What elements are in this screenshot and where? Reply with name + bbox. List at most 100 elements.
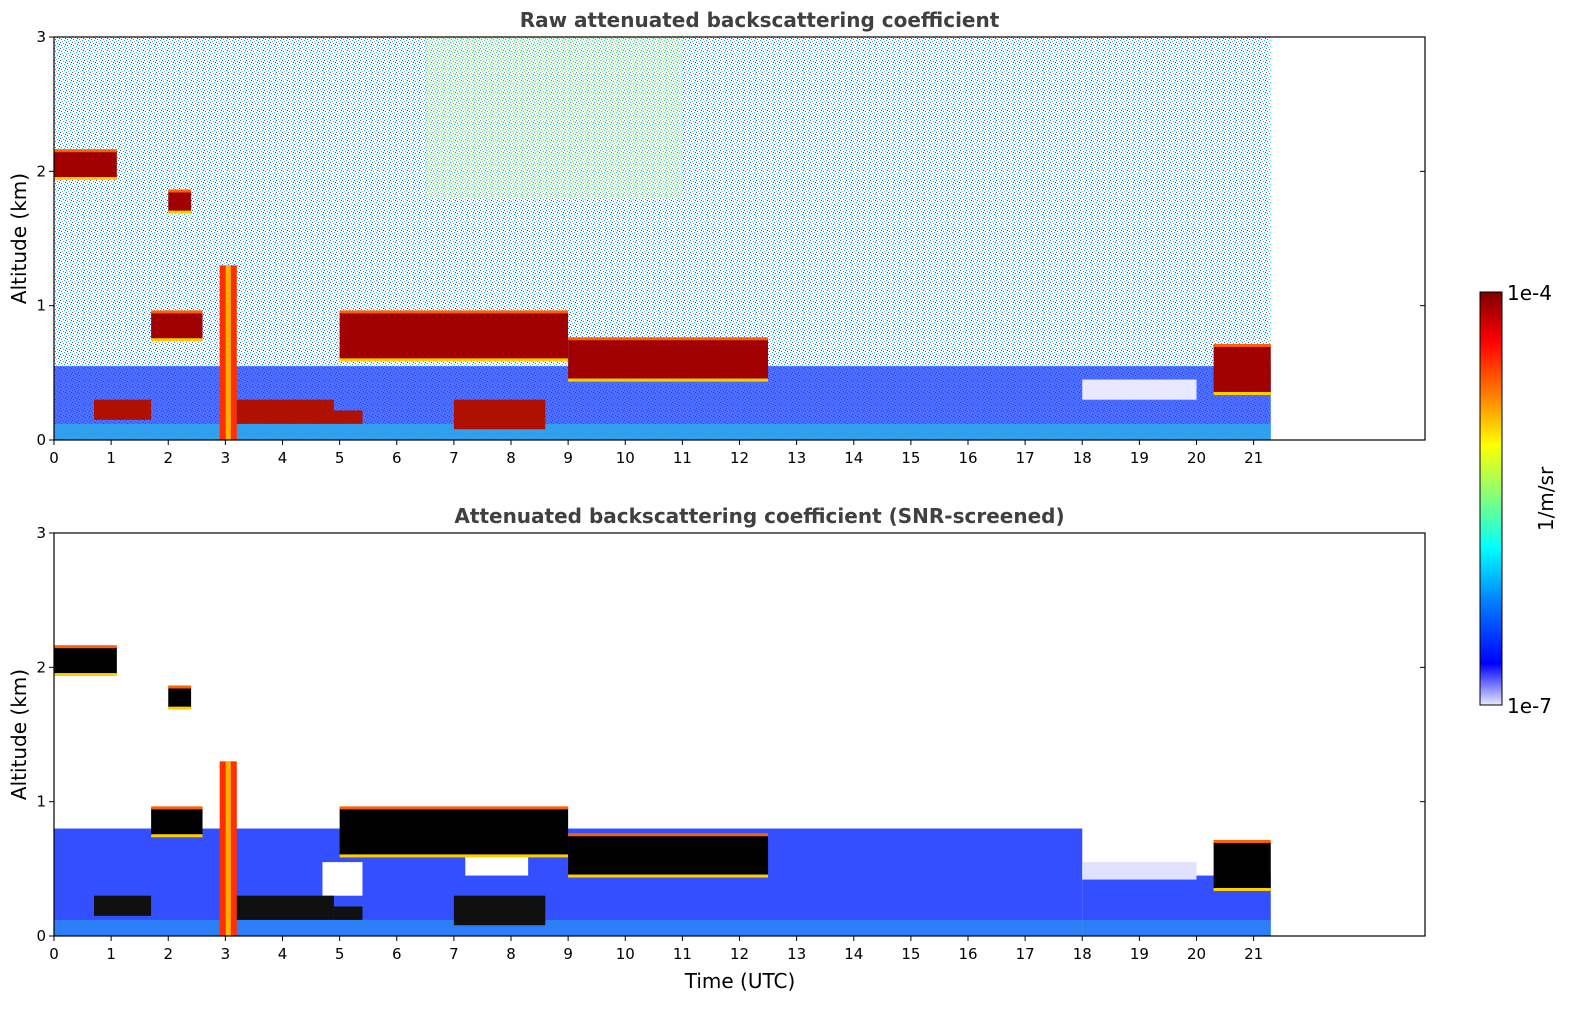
cloud-core [54, 647, 117, 675]
x-tick-label: 2 [163, 449, 173, 467]
cloud-core [168, 191, 192, 212]
surface-layer [54, 423, 1271, 440]
cloud-layer [151, 806, 203, 838]
x-tick-label: 6 [392, 449, 402, 467]
x-tick-label: 5 [335, 945, 345, 963]
cloud-edge [54, 177, 117, 181]
x-tick-label: 19 [1130, 945, 1149, 963]
cloud-layer [339, 806, 569, 858]
low-cloud [453, 895, 546, 926]
x-tick-label: 6 [392, 945, 402, 963]
x-tick-label: 4 [278, 945, 288, 963]
chart-title: Raw attenuated backscattering coefficien… [520, 8, 1000, 32]
colorbar-bar [1479, 291, 1503, 706]
cloud-core [568, 339, 769, 380]
low-cloud [93, 399, 152, 420]
cloud-layer [151, 310, 203, 342]
x-tick-label: 17 [1016, 945, 1035, 963]
cloud-core [1213, 345, 1271, 393]
low-cloud [453, 399, 546, 430]
x-tick-label: 19 [1130, 449, 1149, 467]
x-tick-label: 21 [1244, 449, 1263, 467]
cloud-layer [1213, 839, 1271, 891]
y-axis-label: Altitude (km) [7, 669, 31, 800]
x-tick-label: 21 [1244, 945, 1263, 963]
x-tick-label: 7 [449, 449, 459, 467]
plot-area [53, 532, 1426, 937]
y-tick-label: 0 [36, 927, 46, 945]
x-tick-label: 8 [506, 449, 516, 467]
x-tick-label: 9 [563, 449, 573, 467]
clear-pocket [1082, 862, 1197, 880]
cloud-edge [339, 358, 569, 362]
x-tick-label: 2 [163, 945, 173, 963]
y-tick-label: 3 [36, 28, 46, 46]
cloud-core [225, 761, 231, 936]
plot-area [53, 36, 1426, 441]
x-tick-label: 15 [901, 945, 920, 963]
cloud-edge [168, 189, 192, 193]
y-tick-label: 0 [36, 431, 46, 449]
y-tick-label: 1 [36, 297, 46, 315]
cloud-edge [151, 806, 203, 810]
x-tick-label: 3 [221, 945, 231, 963]
x-tick-label: 9 [563, 945, 573, 963]
x-axis: 0 1 2 3 4 5 6 7 8 9 10 11 12 13 14 15 16 17 18 19 20 21 [49, 440, 1263, 467]
cloud-core [151, 312, 203, 340]
x-tick-label: 3 [221, 449, 231, 467]
surface-layer [54, 919, 1271, 936]
cloud-edge [1213, 839, 1271, 843]
cloud-edge [168, 210, 192, 214]
cloud-core [225, 265, 231, 440]
x-tick-label: 1 [106, 449, 116, 467]
x-tick-label: 20 [1187, 945, 1206, 963]
colorbar-min-label: 1e-7 [1507, 694, 1552, 718]
cloud-core [568, 835, 769, 876]
x-tick-label: 18 [1073, 449, 1092, 467]
y-tick-label: 2 [36, 658, 46, 676]
cloud-edge [339, 854, 569, 858]
cloud-edge [568, 378, 769, 382]
cloud-layer [54, 645, 117, 677]
y-axis: 0 1 2 3 [36, 28, 1425, 449]
cloud-edge [151, 338, 203, 342]
cloud-layer [568, 833, 769, 878]
cloud-edge [568, 833, 769, 837]
x-tick-label: 11 [673, 945, 692, 963]
cloud-layer [1213, 343, 1271, 395]
x-tick-label: 10 [616, 449, 635, 467]
x-tick-label: 12 [730, 945, 749, 963]
cloud-layer [54, 149, 117, 181]
y-axis-label: Altitude (km) [7, 173, 31, 304]
x-tick-label: 10 [616, 945, 635, 963]
cloud-edge [168, 685, 192, 689]
x-tick-label: 20 [1187, 449, 1206, 467]
low-cloud [333, 906, 363, 920]
cloud-edge [151, 310, 203, 314]
cloud-edge [54, 645, 117, 649]
cloud-layer [339, 310, 569, 362]
x-tick-label: 16 [958, 945, 977, 963]
colorbar-max-label: 1e-4 [1507, 281, 1552, 305]
cloud-edge [1213, 391, 1271, 395]
x-tick-label: 13 [787, 449, 806, 467]
x-tick-label: 5 [335, 449, 345, 467]
cloud-core [168, 687, 192, 708]
cloud-layer [568, 337, 769, 382]
x-tick-label: 7 [449, 945, 459, 963]
cloud-layer [219, 265, 237, 440]
x-tick-label: 15 [901, 449, 920, 467]
cloud-edge [339, 310, 569, 314]
low-cloud [93, 895, 152, 916]
cloud-edge [339, 806, 569, 810]
y-axis: 0 1 2 3 [36, 524, 1425, 945]
colorbar-unit-label: 1/m/sr [1534, 466, 1558, 531]
cloud-core [339, 312, 569, 360]
chart-title: Attenuated backscattering coefficient (S… [454, 504, 1064, 528]
cloud-edge [54, 673, 117, 677]
cloud-edge [568, 874, 769, 878]
x-tick-label: 13 [787, 945, 806, 963]
clear-pocket [1082, 379, 1197, 400]
x-tick-label: 17 [1016, 449, 1035, 467]
